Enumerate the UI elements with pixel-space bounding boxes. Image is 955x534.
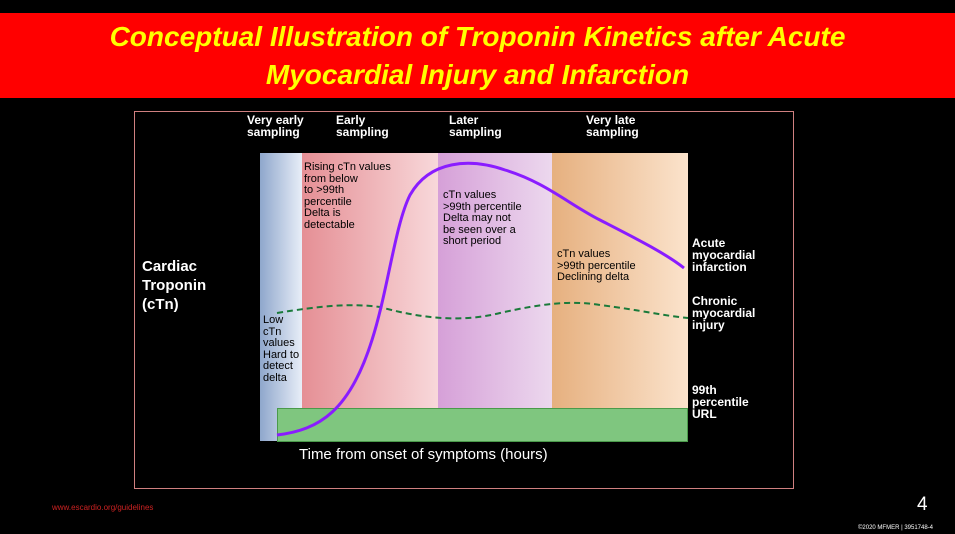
legend-chronic: Chronic myocardial injury — [692, 294, 756, 332]
note-very-early: Low cTn values Hard to detect delta — [263, 314, 300, 384]
title-line-2: Myocardial Injury and Infarction — [265, 58, 690, 90]
title-banner: Conceptual Illustration of Troponin Kine… — [0, 13, 955, 98]
legend-ami: Acute myocardial infarction — [692, 236, 756, 274]
column-header-very-early: Very early sampling — [247, 113, 304, 139]
column-header-very-late: Very late sampling — [586, 113, 639, 139]
note-very-late: cTn values >99th percentile Declining de… — [557, 248, 636, 283]
zone-very-early — [260, 153, 302, 441]
legend-url: 99th percentile URL — [692, 383, 749, 421]
url-reference-band — [277, 408, 688, 442]
page-number: 4 — [917, 494, 928, 515]
note-early: Rising cTn values from below to >99th pe… — [304, 161, 391, 231]
diagram-frame — [134, 111, 794, 489]
note-later: cTn values >99th percentile Delta may no… — [443, 189, 522, 247]
x-axis-label: Time from onset of symptoms (hours) — [299, 446, 548, 463]
y-axis-label: Cardiac Troponin (cTn) — [142, 258, 207, 313]
zone-very-late — [552, 153, 688, 441]
copyright-note: ©2020 MFMER | 3951748-4 — [858, 525, 934, 531]
title-line-1: Conceptual Illustration of Troponin Kine… — [109, 20, 846, 52]
column-header-early: Early sampling — [336, 113, 389, 139]
column-header-later: Later sampling — [449, 113, 502, 139]
footer-url: www.escardio.org/guidelines — [52, 503, 154, 512]
